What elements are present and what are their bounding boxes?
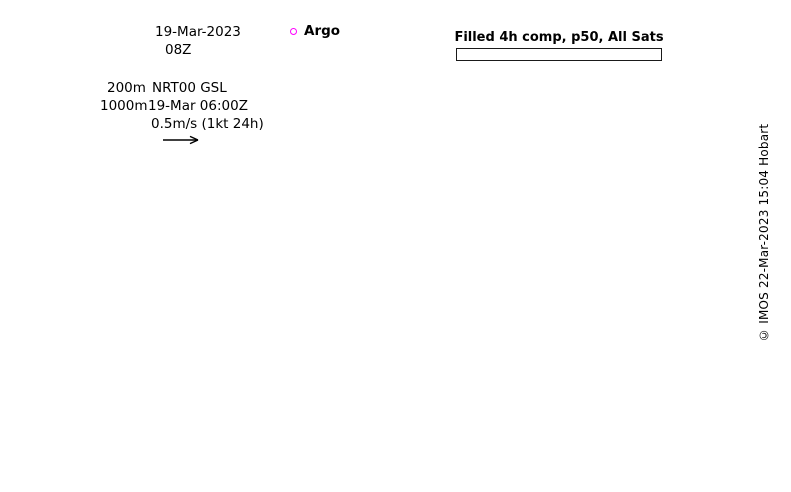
argo-label: Argo	[304, 23, 341, 39]
scale-arrow-icon	[163, 135, 199, 145]
annotation-time: 08Z	[165, 42, 192, 58]
colorbar-legend: Filled 4h comp, p50, All Sats	[450, 30, 668, 78]
annotation-gsl-time: 19-Mar 06:00Z	[148, 98, 248, 114]
argo-legend: Argo	[290, 23, 340, 39]
annotation-gsl-name: NRT00 GSL	[152, 80, 227, 96]
annotation-bathy-200m: 200m	[107, 80, 146, 96]
annotation-date: 19-Mar-2023	[155, 24, 241, 40]
annotation-vector-scale: 0.5m/s (1kt 24h)	[151, 116, 264, 132]
colorbar-ticks	[456, 62, 662, 78]
argo-marker-icon	[290, 27, 297, 35]
annotation-bathy-1000m: 1000m	[100, 98, 148, 114]
colorbar-title: Filled 4h comp, p50, All Sats	[454, 30, 664, 45]
copyright-text: © IMOS 22-Mar-2023 15:04 Hobart	[757, 123, 771, 342]
colorbar	[456, 48, 662, 61]
